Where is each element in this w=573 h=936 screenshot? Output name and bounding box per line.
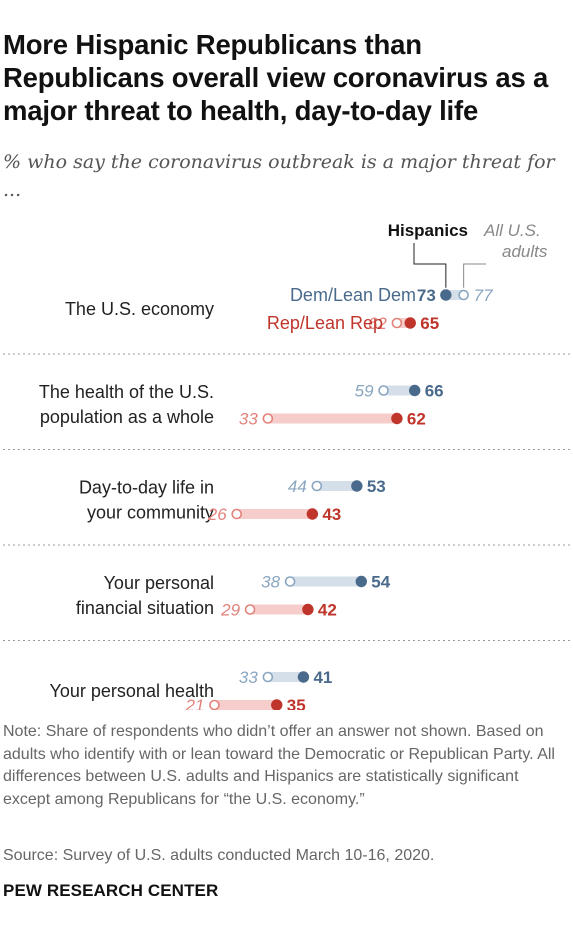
chart-title: More Hispanic Republicans than Republica…: [3, 29, 549, 126]
category-label: Day-to-day life in: [79, 478, 214, 498]
dem-value-label: 44: [288, 477, 307, 496]
legend-hispanics: Hispanics: [388, 221, 468, 240]
dem-value-label: 66: [425, 382, 444, 401]
rep-all-adults-dot: [391, 317, 403, 329]
legend-dem-label: Dem/Lean Dem: [290, 285, 416, 305]
rep-value-label: 62: [368, 314, 387, 333]
dem-hispanic-dot: [351, 480, 363, 492]
legend-all-adults-pointer: [463, 263, 486, 288]
dem-hispanic-dot: [440, 289, 452, 301]
legend-rep-label: Rep/Lean Rep: [267, 313, 383, 333]
rep-value-label: 62: [407, 410, 426, 429]
rep-hispanic-dot: [306, 508, 319, 520]
legend-hispanics-pointer: [413, 243, 447, 288]
rep-hispanic-dot: [404, 317, 416, 329]
rep-all-adults-dot: [244, 604, 256, 615]
dem-value-label: 73: [417, 286, 436, 305]
category-label: your community: [87, 503, 214, 523]
rep-value-label: 42: [318, 601, 337, 620]
category-label: financial situation: [76, 598, 214, 618]
rep-value-label: 43: [322, 505, 341, 524]
dem-value-label: 59: [355, 382, 374, 401]
dem-value-label: 38: [261, 573, 280, 592]
rep-range-bar: [396, 318, 411, 328]
dem-value-label: 33: [239, 668, 258, 687]
dem-range-bar: [290, 576, 362, 587]
rep-value-label: 65: [420, 314, 439, 333]
rep-value-label: 26: [207, 505, 227, 524]
dem-all-adults-dot: [262, 671, 274, 683]
rep-range-bar: [267, 413, 397, 424]
rep-value-label: 21: [185, 696, 205, 710]
rep-range-bar: [236, 509, 313, 519]
dem-all-adults-dot: [284, 576, 296, 587]
dem-value-label: 53: [367, 477, 386, 496]
rep-hispanic-dot: [302, 603, 314, 616]
dem-value-label: 41: [313, 668, 332, 687]
rep-hispanic-dot: [391, 412, 403, 425]
dem-hispanic-dot: [355, 575, 367, 588]
category-label: population as a whole: [40, 407, 214, 427]
legend-all-adults-line1: All U.S.: [483, 221, 541, 240]
category-label: Your personal: [104, 573, 214, 593]
chart-note: Note: Share of respondents who didn’t of…: [3, 723, 555, 808]
dot-plot: Hispanics All U.S. adults The U.S. economy 7…: [3, 221, 570, 710]
rep-all-adults-dot: [209, 699, 220, 710]
dem-range-bar: [267, 672, 304, 682]
dem-value-label: 77: [474, 286, 493, 305]
rep-all-adults-dot: [262, 413, 274, 424]
category-label: The health of the U.S.: [39, 382, 214, 402]
rep-value-label: 33: [239, 410, 258, 429]
rep-all-adults-dot: [231, 508, 242, 520]
rep-range-bar: [214, 700, 277, 710]
dem-all-adults-dot: [311, 480, 323, 492]
dem-range-bar: [316, 481, 357, 491]
category-label: The U.S. economy: [65, 299, 214, 319]
dem-all-adults-dot: [458, 289, 469, 301]
dem-all-adults-dot: [378, 385, 389, 396]
dem-range-bar: [445, 290, 464, 300]
rep-value-label: 35: [287, 696, 306, 710]
rep-hispanic-dot: [271, 699, 283, 710]
dem-hispanic-dot: [297, 671, 310, 683]
brand-footer: PEW RESEARCH CENTER: [3, 881, 219, 900]
rep-range-bar: [250, 604, 308, 615]
dem-hispanic-dot: [409, 384, 421, 397]
dem-range-bar: [383, 385, 415, 396]
category-label: Your personal health: [50, 681, 214, 701]
rep-value-label: 29: [220, 601, 240, 620]
chart-source: Source: Survey of U.S. adults conducted …: [3, 847, 435, 864]
dem-value-label: 54: [371, 573, 390, 592]
legend-all-adults-line2: adults: [502, 242, 548, 261]
chart-subtitle: % who say the coronavirus outbreak is a …: [3, 151, 555, 201]
